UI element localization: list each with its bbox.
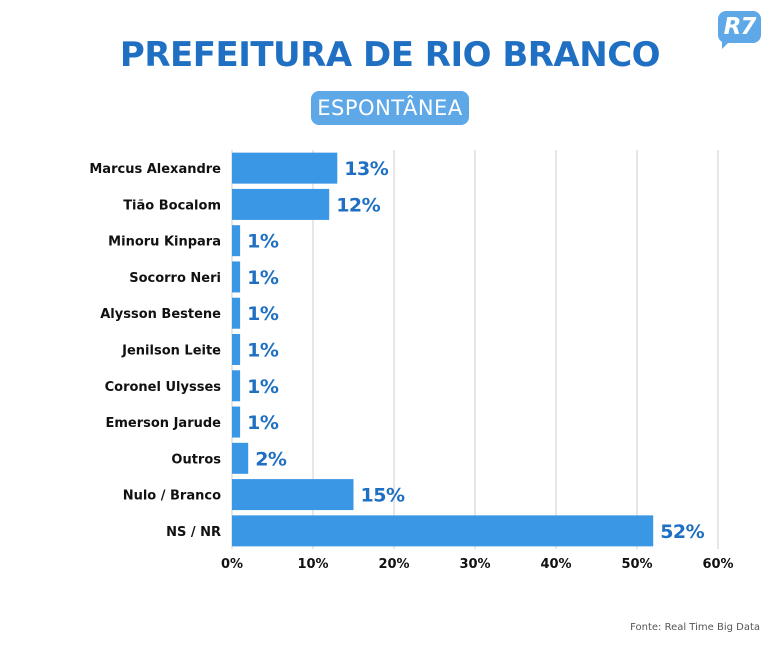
x-tick-label: 0% xyxy=(221,557,243,572)
value-label: 1% xyxy=(247,376,279,398)
bar xyxy=(232,225,241,257)
value-label: 52% xyxy=(660,521,704,543)
bar xyxy=(232,442,249,474)
bar xyxy=(232,188,330,220)
value-label: 1% xyxy=(247,231,279,253)
bar xyxy=(232,406,241,438)
bar-layer xyxy=(232,152,654,547)
category-label: Marcus Alexandre xyxy=(89,162,221,177)
value-label: 15% xyxy=(361,485,405,507)
value-label: 1% xyxy=(247,412,279,434)
category-label: Minoru Kinpara xyxy=(108,235,221,250)
x-tick-label: 50% xyxy=(621,557,652,572)
page-title: PREFEITURA DE RIO BRANCO xyxy=(119,35,661,75)
bar xyxy=(232,334,241,365)
value-label: 1% xyxy=(247,267,279,289)
category-label-layer: Marcus Alexandre Tião Bocalom Minoru Kinpa… xyxy=(89,162,221,540)
category-label: Coronel Ulysses xyxy=(105,380,222,395)
value-label: 13% xyxy=(344,158,388,180)
category-label: Jenilson Leite xyxy=(121,344,221,359)
logo-text: R7 xyxy=(723,14,757,40)
value-label: 12% xyxy=(336,194,380,216)
value-label: 1% xyxy=(247,340,279,362)
x-tick-label: 40% xyxy=(540,557,571,572)
bar xyxy=(232,370,241,402)
bar xyxy=(232,479,354,511)
bar xyxy=(232,261,241,293)
source-note: Fonte: Real Time Big Data xyxy=(630,622,760,633)
category-label: NS / NR xyxy=(166,525,221,540)
value-label: 1% xyxy=(247,303,279,325)
category-label: Socorro Neri xyxy=(129,271,221,286)
category-label: Emerson Jarude xyxy=(105,416,221,431)
subtitle-badge: ESPONTÂNEA xyxy=(311,91,469,125)
category-label: Outros xyxy=(171,452,221,467)
subtitle-wrapper: ESPONTÂNEA xyxy=(0,91,770,125)
category-label: Tião Bocalom xyxy=(123,198,221,213)
category-label: Nulo / Branco xyxy=(123,489,221,504)
x-tick-layer: 0% 10% 20% 30% 40% 50% 60% xyxy=(221,557,734,572)
value-label: 2% xyxy=(255,448,287,470)
bar xyxy=(232,152,338,184)
x-tick-label: 30% xyxy=(459,557,490,572)
bar xyxy=(232,297,241,329)
bar xyxy=(232,515,654,547)
x-tick-label: 20% xyxy=(378,557,409,572)
value-label-layer: 13% 12% 1% 1% 1% 1% 1% 1% 2% 15% 52% xyxy=(247,158,705,543)
category-label: Alysson Bestene xyxy=(100,307,221,322)
x-tick-label: 60% xyxy=(702,557,733,572)
r7-logo: R7 xyxy=(718,11,761,49)
logo-box xyxy=(718,11,761,43)
x-tick-label: 10% xyxy=(297,557,328,572)
